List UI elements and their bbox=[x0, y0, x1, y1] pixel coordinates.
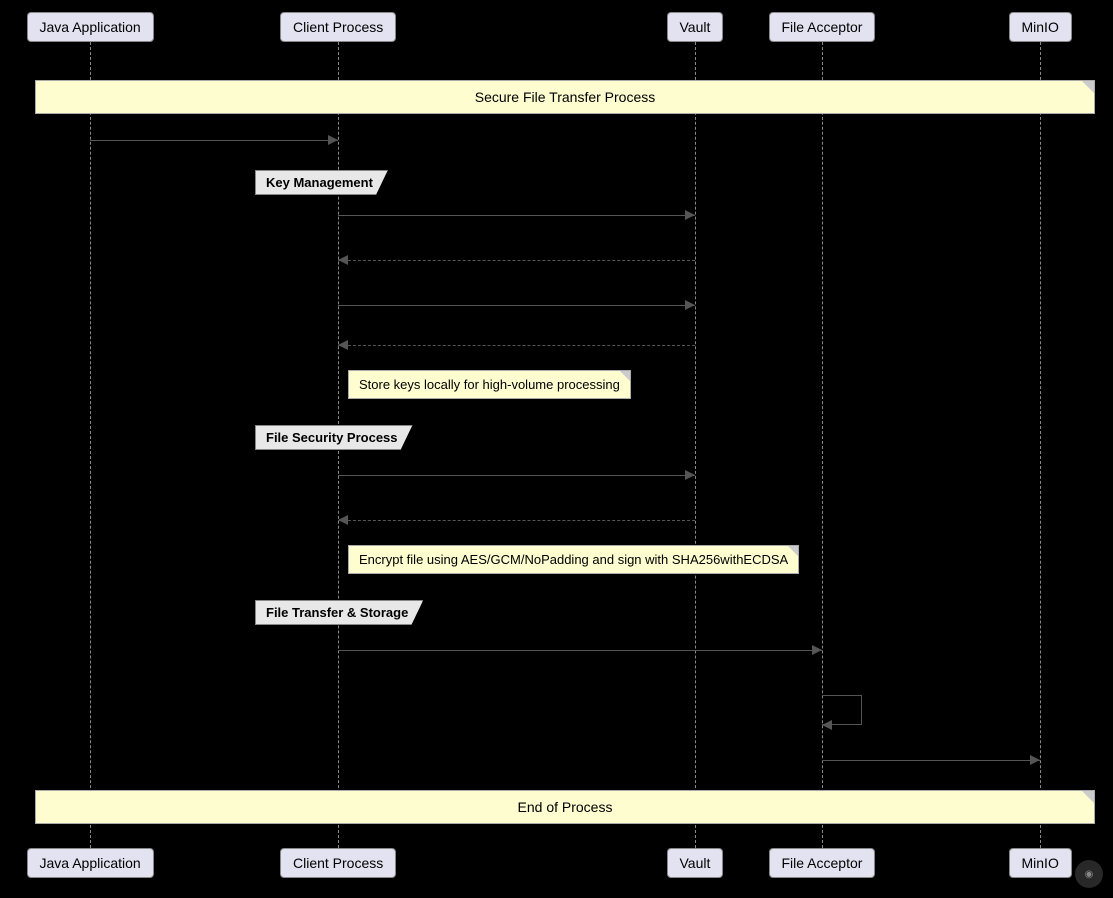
message-arrow bbox=[338, 345, 695, 346]
arrow-head-icon bbox=[338, 340, 348, 350]
participant-vault: Vault bbox=[667, 848, 724, 878]
group-header: Key Management bbox=[255, 170, 388, 195]
participant-minio: MinIO bbox=[1009, 848, 1072, 878]
lifeline-minio bbox=[1040, 42, 1041, 848]
message-arrow bbox=[338, 475, 695, 476]
note-wide: End of Process bbox=[35, 790, 1095, 824]
participant-client: Client Process bbox=[280, 12, 396, 42]
arrow-head-icon bbox=[685, 470, 695, 480]
arrow-head-icon bbox=[1030, 755, 1040, 765]
participant-client: Client Process bbox=[280, 848, 396, 878]
message-arrow bbox=[338, 305, 695, 306]
arrow-head-icon bbox=[812, 645, 822, 655]
arrow-head-icon bbox=[338, 255, 348, 265]
note-wide: Secure File Transfer Process bbox=[35, 80, 1095, 114]
arrow-head-icon bbox=[822, 720, 832, 730]
lifeline-vault bbox=[695, 42, 696, 848]
arrow-head-icon bbox=[338, 515, 348, 525]
group-header: File Transfer & Storage bbox=[255, 600, 423, 625]
message-arrow bbox=[338, 260, 695, 261]
arrow-head-icon bbox=[685, 210, 695, 220]
note: Encrypt file using AES/GCM/NoPadding and… bbox=[348, 545, 799, 574]
message-arrow bbox=[338, 520, 695, 521]
note: Store keys locally for high-volume proce… bbox=[348, 370, 631, 399]
message-arrow bbox=[338, 650, 822, 651]
participant-acceptor: File Acceptor bbox=[769, 12, 876, 42]
mermaid-badge-icon: ◉ bbox=[1075, 860, 1103, 888]
arrow-head-icon bbox=[328, 135, 338, 145]
message-arrow bbox=[338, 215, 695, 216]
message-arrow bbox=[90, 140, 338, 141]
participant-acceptor: File Acceptor bbox=[769, 848, 876, 878]
message-arrow bbox=[822, 760, 1040, 761]
participant-java: Java Application bbox=[27, 12, 154, 42]
group-header: File Security Process bbox=[255, 425, 413, 450]
participant-vault: Vault bbox=[667, 12, 724, 42]
participant-minio: MinIO bbox=[1009, 12, 1072, 42]
arrow-head-icon bbox=[685, 300, 695, 310]
participant-java: Java Application bbox=[27, 848, 154, 878]
lifeline-java bbox=[90, 42, 91, 848]
